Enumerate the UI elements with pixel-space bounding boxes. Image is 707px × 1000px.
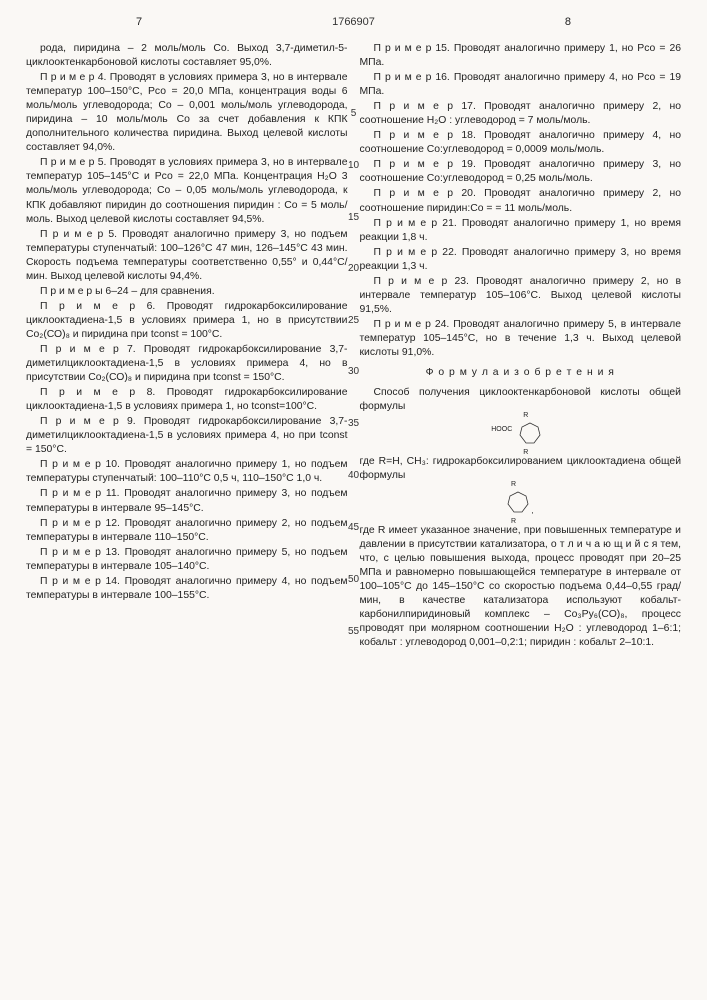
paragraph: П р и м е р 5. Проводят аналогично приме… — [26, 228, 348, 284]
page-num-left: 7 — [26, 16, 142, 28]
line-number: 55 — [346, 626, 362, 637]
paragraph: рода, пиридина – 2 моль/моль Со. Выход 3… — [26, 42, 348, 70]
paragraph: П р и м е р 14. Проводят аналогично прим… — [26, 575, 348, 603]
paragraph: Способ получения циклооктенкарбоновой ки… — [360, 386, 682, 414]
paragraph: П р и м е р 4. Проводят в условиях приме… — [26, 71, 348, 155]
line-number: 10 — [346, 160, 362, 171]
paragraph: П р и м е р 10. Проводят аналогично прим… — [26, 458, 348, 486]
formula-label: R — [511, 518, 516, 526]
structural-formula-1: HOOCRR — [360, 418, 682, 451]
paragraph: П р и м е р 13. Проводят аналогично прим… — [26, 546, 348, 574]
text-columns: рода, пиридина – 2 моль/моль Со. Выход 3… — [26, 42, 681, 651]
paragraph: П р и м е р 11. Проводят аналогично прим… — [26, 487, 348, 515]
formula-label: HOOC — [491, 426, 512, 434]
paragraph: П р и м е р 23. Проводят аналогично прим… — [360, 275, 682, 317]
formula-label: R — [523, 412, 528, 420]
paragraph: П р и м е р 5. Проводят в условиях приме… — [26, 156, 348, 226]
paragraph: П р и м е р 20. Проводят аналогично прим… — [360, 187, 682, 215]
paragraph: П р и м е р 22. Проводят аналогично прим… — [360, 246, 682, 274]
paragraph: П р и м е р 24. Проводят аналогично прим… — [360, 318, 682, 360]
paragraph: П р и м е р 15. Проводят аналогично прим… — [360, 42, 682, 70]
line-number: 25 — [346, 315, 362, 326]
formula-label: R — [523, 449, 528, 457]
line-number: 45 — [346, 522, 362, 533]
paragraph: П р и м е р 7. Проводят гидрокарбоксилир… — [26, 343, 348, 385]
paragraph: П р и м е р ы 6–24 – для сравнения. — [26, 285, 348, 299]
page-header: 7 1766907 8 — [26, 16, 681, 28]
paragraph: П р и м е р 12. Проводят аналогично прим… — [26, 517, 348, 545]
paragraph: где R имеет указанное значение, при повы… — [360, 524, 682, 650]
line-number: 35 — [346, 418, 362, 429]
line-number: 15 — [346, 212, 362, 223]
structural-formula-2: RR , — [360, 487, 682, 520]
paragraph: П р и м е р 17. Проводят аналогично прим… — [360, 100, 682, 128]
line-number: 30 — [346, 366, 362, 377]
doc-number: 1766907 — [332, 16, 375, 28]
line-number: 5 — [346, 108, 362, 119]
paragraph: Ф о р м у л а и з о б р е т е н и я — [360, 366, 682, 380]
line-number: 50 — [346, 574, 362, 585]
page-num-right: 8 — [565, 16, 681, 28]
paragraph: П р и м е р 18. Проводят аналогично прим… — [360, 129, 682, 157]
paragraph: П р и м е р 6. Проводят гидрокарбоксилир… — [26, 300, 348, 342]
paragraph: П р и м е р 8. Проводят гидрокарбоксилир… — [26, 386, 348, 414]
column-right: П р и м е р 15. Проводят аналогично прим… — [360, 42, 682, 651]
line-number: 20 — [346, 263, 362, 274]
column-left: рода, пиридина – 2 моль/моль Со. Выход 3… — [26, 42, 348, 651]
paragraph: П р и м е р 19. Проводят аналогично прим… — [360, 158, 682, 186]
line-number: 40 — [346, 470, 362, 481]
paragraph: П р и м е р 9. Проводят гидрокарбоксилир… — [26, 415, 348, 457]
formula-label: R — [511, 481, 516, 489]
paragraph: где R=H, CH₃: гидрокарбоксилированием ци… — [360, 455, 682, 483]
paragraph: П р и м е р 21. Проводят аналогично прим… — [360, 217, 682, 245]
paragraph: П р и м е р 16. Проводят аналогично прим… — [360, 71, 682, 99]
